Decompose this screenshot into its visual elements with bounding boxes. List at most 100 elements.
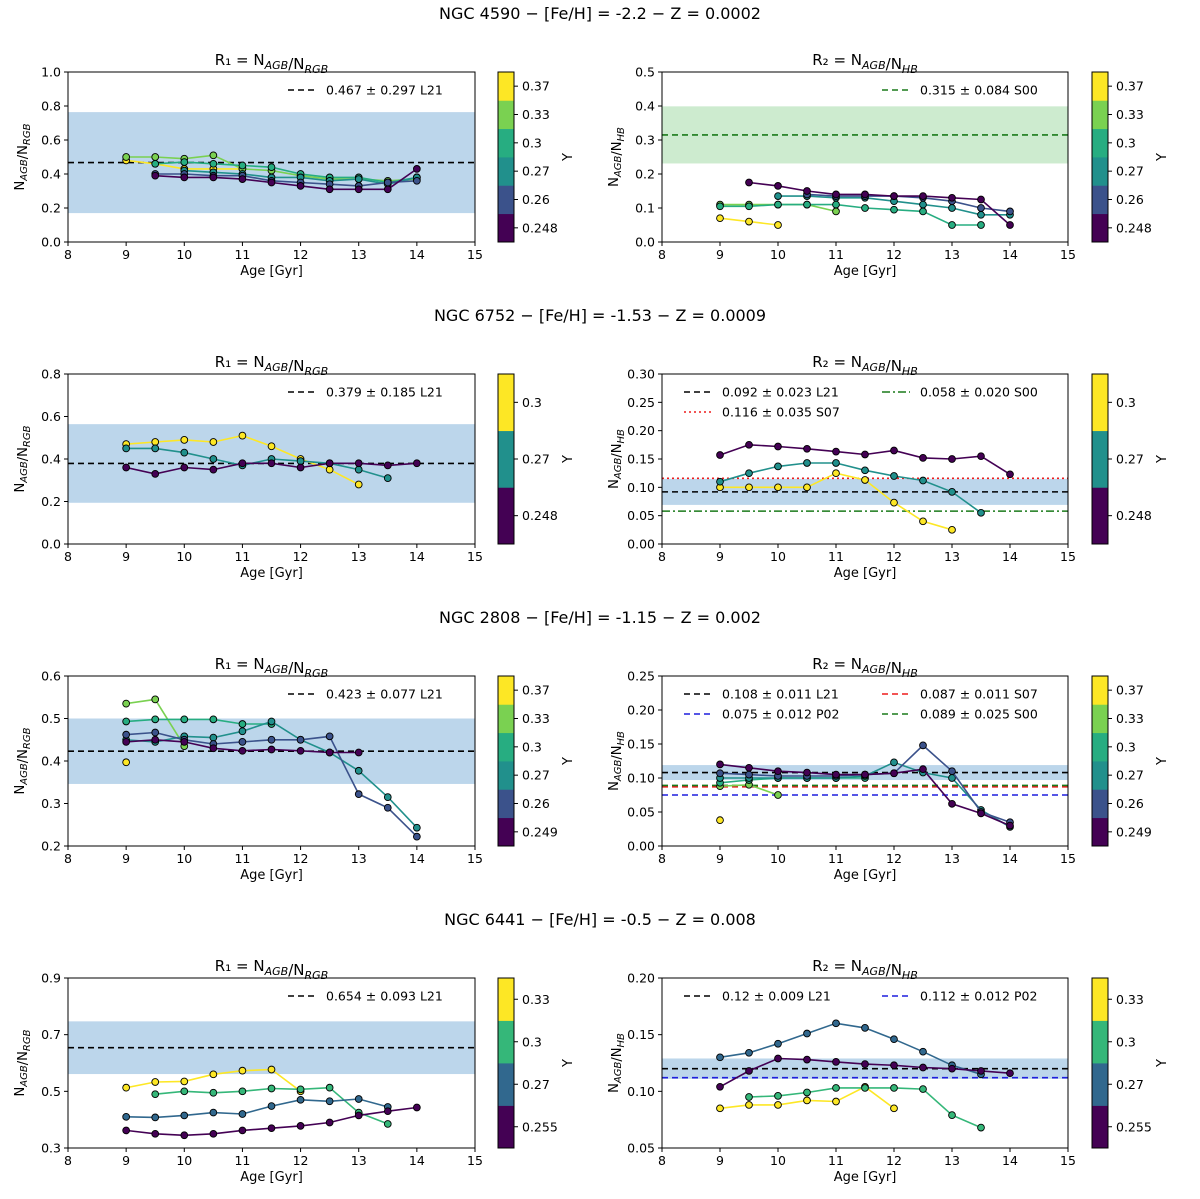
series-y-0-248: [122, 459, 421, 478]
data-point: [383, 793, 392, 801]
colorbar-tick-label: 0.3: [522, 739, 542, 754]
data-point: [122, 153, 130, 161]
data-point: [296, 735, 305, 744]
data-point: [774, 200, 782, 209]
data-point: [267, 1124, 276, 1133]
data-point: [238, 431, 247, 440]
legend: 0.315 ± 0.084 S00: [882, 83, 1038, 98]
colorbar-tick-label: 0.37: [1116, 683, 1144, 698]
data-point: [383, 803, 392, 812]
data-point: [325, 459, 334, 468]
x-tick-label: 15: [467, 247, 483, 262]
legend-label: 0.12 ± 0.009 L21: [722, 989, 831, 1004]
data-point: [774, 462, 782, 471]
x-axis-label: Age [Gyr]: [240, 868, 303, 883]
data-point: [948, 488, 956, 496]
y-tick-label: 0.15: [627, 452, 655, 467]
series-line: [126, 447, 389, 479]
colorbar: 0.248 0.27 0.3 Y: [497, 373, 576, 545]
axes-frame: [661, 373, 1069, 545]
data-point: [151, 1090, 160, 1099]
data-point: [209, 438, 218, 446]
data-point: [180, 436, 189, 444]
data-point: [774, 791, 782, 799]
data-point: [296, 1095, 305, 1104]
colorbar-tick-label: 0.26: [1116, 192, 1144, 207]
legend-label: 0.423 ± 0.077 L21: [326, 687, 443, 702]
data-point: [948, 455, 956, 463]
data-point: [803, 187, 811, 195]
data-point: [745, 770, 753, 779]
colorbar-tick-label: 0.27: [522, 768, 550, 783]
series-y-0-37: [716, 816, 724, 825]
x-tick-label: 13: [944, 247, 960, 262]
series-y-0-3: [716, 200, 985, 229]
colorbar-tick-label: 0.3: [1116, 135, 1136, 150]
colorbar-segment: [1092, 1105, 1108, 1149]
data-point: [774, 221, 782, 229]
data-point: [383, 1107, 392, 1116]
colorbar-frame: [497, 71, 515, 243]
y-tick-label: 0.1: [635, 201, 655, 216]
legend-label: 0.089 ± 0.025 S00: [920, 707, 1038, 722]
y-tick-label: 0.00: [627, 537, 655, 552]
series-y-0-249: [716, 760, 1014, 830]
y-tick-label: 0.2: [41, 494, 61, 509]
x-tick-label: 14: [409, 1153, 425, 1168]
data-point: [919, 454, 927, 462]
x-tick-label: 8: [658, 851, 666, 866]
x-tick-label: 15: [1060, 549, 1076, 564]
data-point: [209, 1108, 218, 1117]
colorbar-segment: [498, 157, 514, 186]
data-point: [1006, 821, 1014, 830]
data-point: [238, 746, 247, 755]
data-point: [716, 214, 724, 223]
colorbar-tick-label: 0.3: [522, 135, 542, 150]
data-point: [209, 715, 218, 724]
colorbar-tick-label: 0.33: [1116, 711, 1144, 726]
series-y-0-33: [122, 1065, 305, 1096]
x-tick-label: 11: [234, 851, 250, 866]
data-point: [832, 207, 840, 216]
y-tick-label: 0.20: [627, 703, 655, 718]
y-axis-label: NAGB/NHB: [607, 429, 627, 489]
x-axis-label: Age [Gyr]: [834, 566, 897, 581]
x-tick-label: 9: [716, 851, 724, 866]
colorbar: 0.248 0.27 0.3 Y: [1091, 373, 1170, 545]
x-tick-label: 15: [467, 851, 483, 866]
x-tick-label: 9: [122, 247, 130, 262]
data-point: [977, 508, 985, 517]
x-tick-label: 14: [409, 851, 425, 866]
colorbar-frame: [497, 675, 515, 847]
x-tick-label: 12: [886, 851, 902, 866]
data-point: [180, 1087, 189, 1096]
colorbar-segment: [498, 1105, 514, 1149]
data-point: [151, 1078, 160, 1086]
data-point: [716, 769, 724, 778]
row-title-ngc6752: NGC 6752 − [Fe/H] = -1.53 − Z = 0.0009: [434, 306, 766, 325]
x-tick-label: 15: [467, 549, 483, 564]
colorbar-segment: [498, 128, 514, 158]
x-tick-label: 11: [234, 549, 250, 564]
data-point: [774, 442, 782, 451]
y-tick-label: 0.8: [41, 367, 61, 382]
data-point: [861, 450, 869, 459]
data-point: [716, 816, 724, 825]
x-tick-label: 15: [1060, 851, 1076, 866]
colorbar-segment: [1092, 157, 1108, 186]
data-point: [977, 1067, 985, 1075]
colorbar-segment: [498, 72, 514, 101]
legend-label: 0.108 ± 0.011 L21: [722, 687, 839, 702]
data-point: [890, 446, 898, 455]
x-tick-label: 9: [122, 851, 130, 866]
data-point: [180, 1131, 189, 1140]
colorbar-frame: [1091, 675, 1109, 847]
data-point: [354, 465, 363, 474]
colorbar-tick-label: 0.33: [522, 992, 550, 1007]
y-tick-label: 0.2: [41, 839, 61, 854]
colorbar-segment: [1092, 978, 1108, 1021]
colorbar-label: Y: [1155, 757, 1170, 766]
colorbar: 0.248 0.26 0.27 0.3 0.33 0.37 Y: [497, 71, 576, 243]
data-point: [919, 517, 927, 526]
axes-frame: [67, 71, 476, 243]
